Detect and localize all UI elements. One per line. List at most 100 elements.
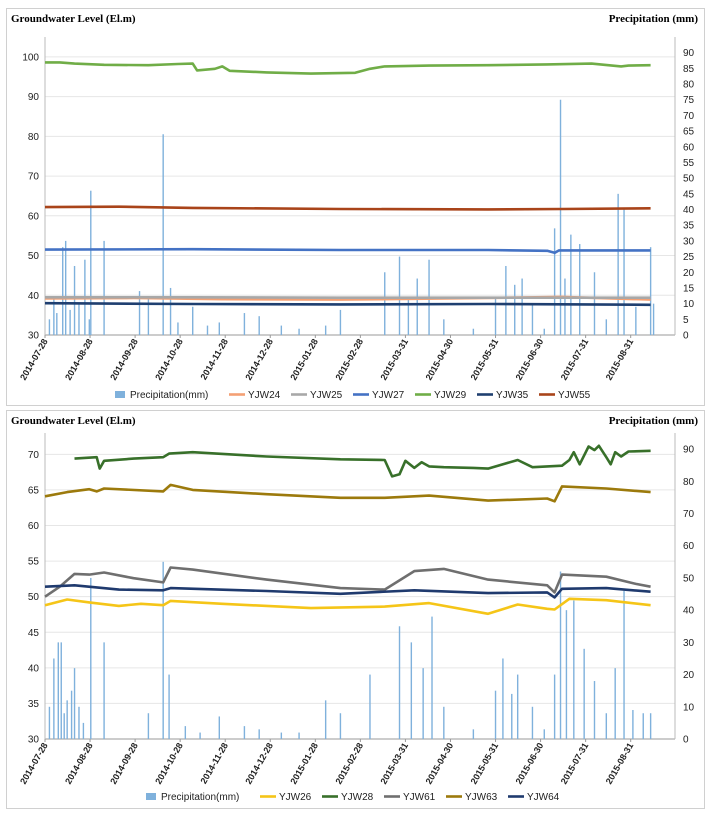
y-right-tick-label: 50: [683, 573, 695, 584]
precip-bar: [280, 732, 283, 739]
x-tick-label: 2014-07-28: [18, 337, 50, 382]
precip-bar: [90, 190, 92, 335]
y-right-tick-label: 65: [683, 127, 695, 138]
precip-bar: [614, 668, 616, 739]
y-right-tick-label: 55: [683, 158, 695, 169]
precip-bar: [553, 228, 556, 335]
y-left-tick-label: 40: [28, 291, 40, 302]
precip-bar: [505, 265, 507, 335]
precip-bar: [147, 713, 150, 739]
legend-label: Precipitation(mm): [161, 792, 239, 803]
precip-bar: [60, 642, 62, 739]
y-right-tick-label: 60: [683, 541, 695, 552]
precip-bar: [593, 681, 596, 739]
precip-bar: [63, 713, 65, 739]
y-left-tick-label: 50: [28, 251, 40, 262]
precip-bar: [53, 297, 55, 335]
precip-bar: [649, 247, 652, 335]
series-line-yjw28: [74, 444, 651, 478]
precip-bar: [258, 729, 260, 739]
left-axis-title: Groundwater Level (El.m): [11, 415, 136, 427]
precip-bar: [324, 325, 327, 335]
y-left-tick-label: 45: [28, 628, 40, 639]
precip-bar: [82, 722, 85, 739]
precip-bar: [416, 278, 418, 335]
series-line-yjw35: [44, 301, 651, 307]
x-tick-label: 2014-07-28: [18, 741, 50, 786]
series-line-yjw27: [44, 247, 651, 255]
precip-bar: [192, 306, 194, 335]
x-tick-label: 2014-11-28: [199, 741, 230, 785]
precip-bar: [73, 668, 76, 739]
precip-bar: [324, 700, 327, 739]
precip-bar: [543, 729, 545, 739]
legend-label: YJW64: [527, 792, 560, 803]
legend-swatch: [146, 793, 156, 800]
y-left-tick-label: 30: [28, 735, 40, 746]
x-tick-label: 2014-12-28: [243, 337, 275, 382]
x-tick-label: 2014-08-28: [63, 337, 95, 382]
chart-svg-bottom: 30 35 40 45 50 55 60 65 70 0 10 20 30 40 50 60 70 80 90 201…: [18, 433, 695, 803]
precip-bar: [521, 278, 523, 335]
series-line-yjw26: [44, 597, 651, 616]
precip-bar: [494, 297, 497, 335]
y-right-tick-label: 10: [683, 702, 695, 713]
x-tick-label: 2015-07-31: [559, 337, 591, 382]
y-left-tick-label: 65: [28, 485, 40, 496]
precip-bar: [73, 265, 76, 335]
precip-bar: [78, 706, 80, 739]
precip-bar: [103, 642, 105, 739]
precip-bar: [162, 134, 164, 335]
x-tick-label: 2015-02-28: [333, 741, 365, 786]
y-right-tick-label: 40: [683, 205, 695, 216]
precip-bar: [184, 726, 187, 739]
chart-panel-bottom: Groundwater Level (El.m) Precipitation (…: [6, 410, 705, 809]
legend-label: YJW25: [310, 390, 343, 401]
precip-bar: [48, 319, 51, 335]
precip-bar: [298, 328, 300, 335]
y-left-tick-label: 90: [28, 92, 40, 103]
precip-bar: [162, 561, 164, 739]
y-right-tick-label: 0: [683, 735, 689, 746]
precip-bar: [617, 193, 619, 335]
series-line-yjw55: [44, 205, 651, 211]
precip-bar: [516, 674, 519, 739]
precip-bar: [199, 732, 201, 739]
y-right-tick-label: 85: [683, 64, 695, 75]
x-tick-label: 2015-03-31: [378, 741, 410, 786]
precip-bar: [218, 716, 221, 739]
series-line-yjw61: [44, 566, 651, 598]
precip-bar: [443, 706, 445, 739]
precip-bar: [218, 322, 221, 335]
precip-bar: [635, 306, 637, 335]
precip-bar: [514, 284, 516, 335]
x-tick-label: 2015-07-31: [559, 741, 591, 786]
y-right-tick-label: 60: [683, 142, 695, 153]
precip-bar: [168, 674, 170, 739]
precip-bar: [605, 713, 608, 739]
y-left-tick-label: 60: [28, 521, 40, 532]
y-right-tick-label: 10: [683, 299, 695, 310]
y-left-tick-label: 35: [28, 699, 40, 710]
y-right-tick-label: 80: [683, 80, 695, 91]
precip-bar: [177, 322, 179, 335]
precip-bar: [90, 577, 92, 739]
precip-bar: [564, 278, 566, 335]
precip-bar: [531, 706, 534, 739]
precip-bar: [398, 626, 401, 739]
y-right-tick-label: 40: [683, 606, 695, 617]
precip-bar: [70, 690, 73, 739]
x-tick-label: 2015-08-31: [604, 337, 636, 382]
precip-bar: [339, 713, 342, 739]
x-tick-label: 2014-11-28: [199, 337, 230, 381]
x-tick-label: 2015-04-30: [424, 337, 456, 382]
legend-label: YJW35: [496, 390, 529, 401]
x-tick-label: 2014-12-28: [243, 741, 275, 786]
precip-bar: [431, 616, 433, 739]
x-tick-label: 2015-04-30: [424, 741, 456, 786]
right-axis-title: Precipitation (mm): [608, 13, 698, 25]
precip-bar: [531, 303, 534, 335]
y-left-tick-label: 100: [22, 52, 39, 63]
series-line-yjw63: [44, 483, 651, 503]
x-tick-label: 2015-01-28: [288, 741, 320, 786]
